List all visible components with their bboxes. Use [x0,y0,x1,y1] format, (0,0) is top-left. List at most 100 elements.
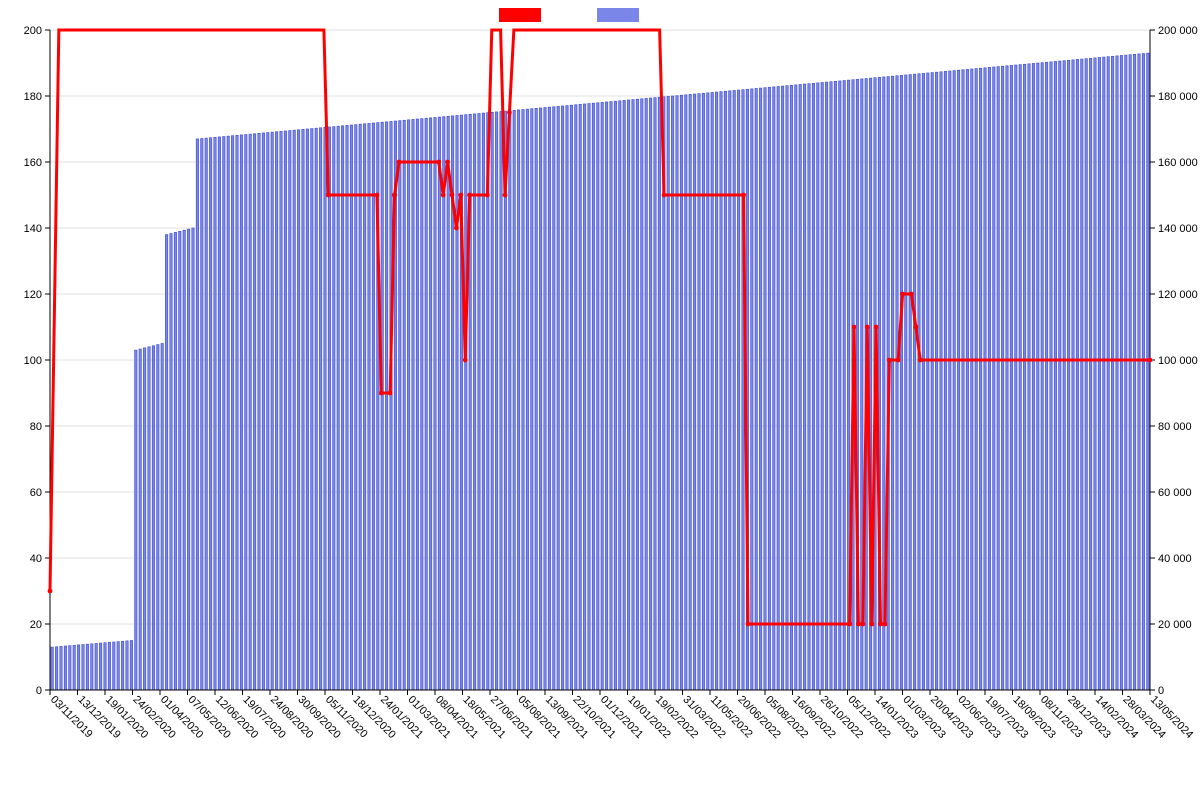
line-marker [856,622,861,627]
bar [517,110,519,690]
legend-swatch [597,8,639,22]
line-marker [874,325,879,330]
bar [161,344,163,691]
bar [108,642,110,690]
bar [821,82,823,690]
bar [971,69,973,690]
bar [834,81,836,690]
bar [720,92,722,690]
bar [570,105,572,690]
bar [412,119,414,690]
bar [1085,59,1087,690]
bar [416,119,418,690]
bar [196,139,198,690]
line-marker [909,292,914,297]
bar [214,137,216,690]
bar [1129,55,1131,690]
bar [526,109,528,690]
bar [328,127,330,690]
y-right-tick-label: 140 000 [1158,223,1198,235]
bar [355,125,357,690]
bar [711,92,713,690]
bar [82,645,84,690]
bar [685,95,687,690]
bar [284,131,286,690]
bar [293,130,295,690]
bar [73,645,75,690]
y-left-tick-label: 120 [24,289,42,301]
bar [561,106,563,690]
bar [165,235,167,690]
bar [434,117,436,690]
bar [337,126,339,690]
bar [1076,59,1078,690]
bar [922,73,924,690]
bar [240,135,242,690]
bar [698,94,700,690]
bar [931,73,933,690]
bar [1089,58,1091,690]
bar [315,128,317,690]
bar [346,125,348,690]
bar [1067,60,1069,690]
bar [1072,60,1074,690]
bar [733,90,735,690]
bar [267,133,269,690]
y-left-tick-label: 80 [30,421,42,433]
bar [579,104,581,690]
y-right-tick-label: 20 000 [1158,619,1192,631]
line-marker [458,193,463,198]
bar [755,88,757,690]
bar [1103,57,1105,690]
legend-swatch [499,8,541,22]
line-marker [436,160,441,165]
line-marker [450,193,455,198]
bar [289,131,291,690]
bar [482,113,484,690]
bar [940,72,942,690]
bar [465,115,467,690]
bar [953,71,955,690]
y-left-tick-label: 20 [30,619,42,631]
bar [51,647,53,690]
bar [724,91,726,690]
bar [302,129,304,690]
bar [99,643,101,690]
bar [201,139,203,691]
bar [504,111,506,690]
y-right-tick-label: 40 000 [1158,553,1192,565]
bar [372,123,374,690]
bar [297,130,299,690]
bar [148,347,150,690]
line-marker [741,193,746,198]
line-marker [865,325,870,330]
bar [1010,65,1012,690]
bar [689,94,691,690]
bar [975,69,977,690]
bar [742,90,744,690]
bar [192,228,194,690]
bar [1111,56,1113,690]
y-left-tick-label: 40 [30,553,42,565]
bar [949,71,951,690]
bar [751,89,753,690]
bar [619,101,621,690]
bar [641,99,643,690]
bar [438,117,440,690]
bar [539,108,541,690]
bar [610,102,612,690]
bar [680,95,682,690]
bar [905,75,907,690]
y-right-tick-label: 120 000 [1158,289,1198,301]
bar [1015,65,1017,690]
bar [1032,63,1034,690]
line-marker [445,160,450,165]
bar [1063,61,1065,690]
bar [1041,63,1043,690]
bar [632,100,634,690]
bar [913,74,915,690]
bar [1120,55,1122,690]
bar [817,83,819,690]
bar [1019,65,1021,690]
bar [693,94,695,690]
